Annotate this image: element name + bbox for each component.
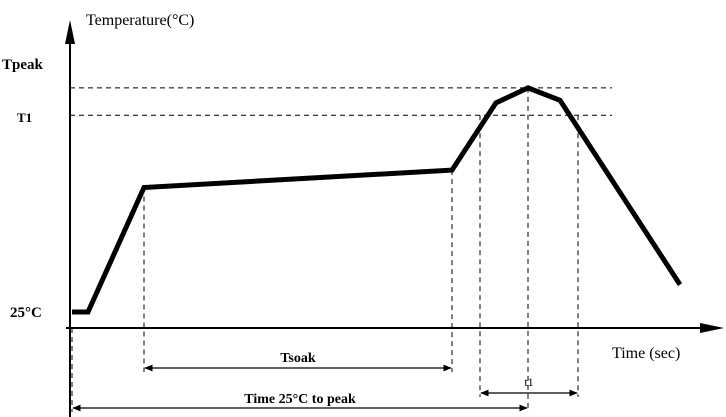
x-axis-arrowhead xyxy=(700,323,724,333)
interval-dimensions: Tsoak t1 Time 25°C to peak xyxy=(71,87,579,412)
dim-label-soak: Tsoak xyxy=(280,351,316,366)
temperature-profile-line xyxy=(72,85,683,315)
y-tick-25c: 25°C xyxy=(10,305,42,321)
x-axis-label: Time (sec) xyxy=(612,345,680,362)
dim-label-to_peak: Time 25°C to peak xyxy=(244,392,356,407)
dim-label-above_t1: t1 xyxy=(524,375,533,389)
y-tick-t1: T1 xyxy=(17,110,32,125)
y-axis-arrowhead xyxy=(65,20,75,44)
y-axis-label: Temperature(°C) xyxy=(86,12,194,29)
y-tick-tpeak: Tpeak xyxy=(2,57,44,73)
guide-lines xyxy=(70,87,612,116)
